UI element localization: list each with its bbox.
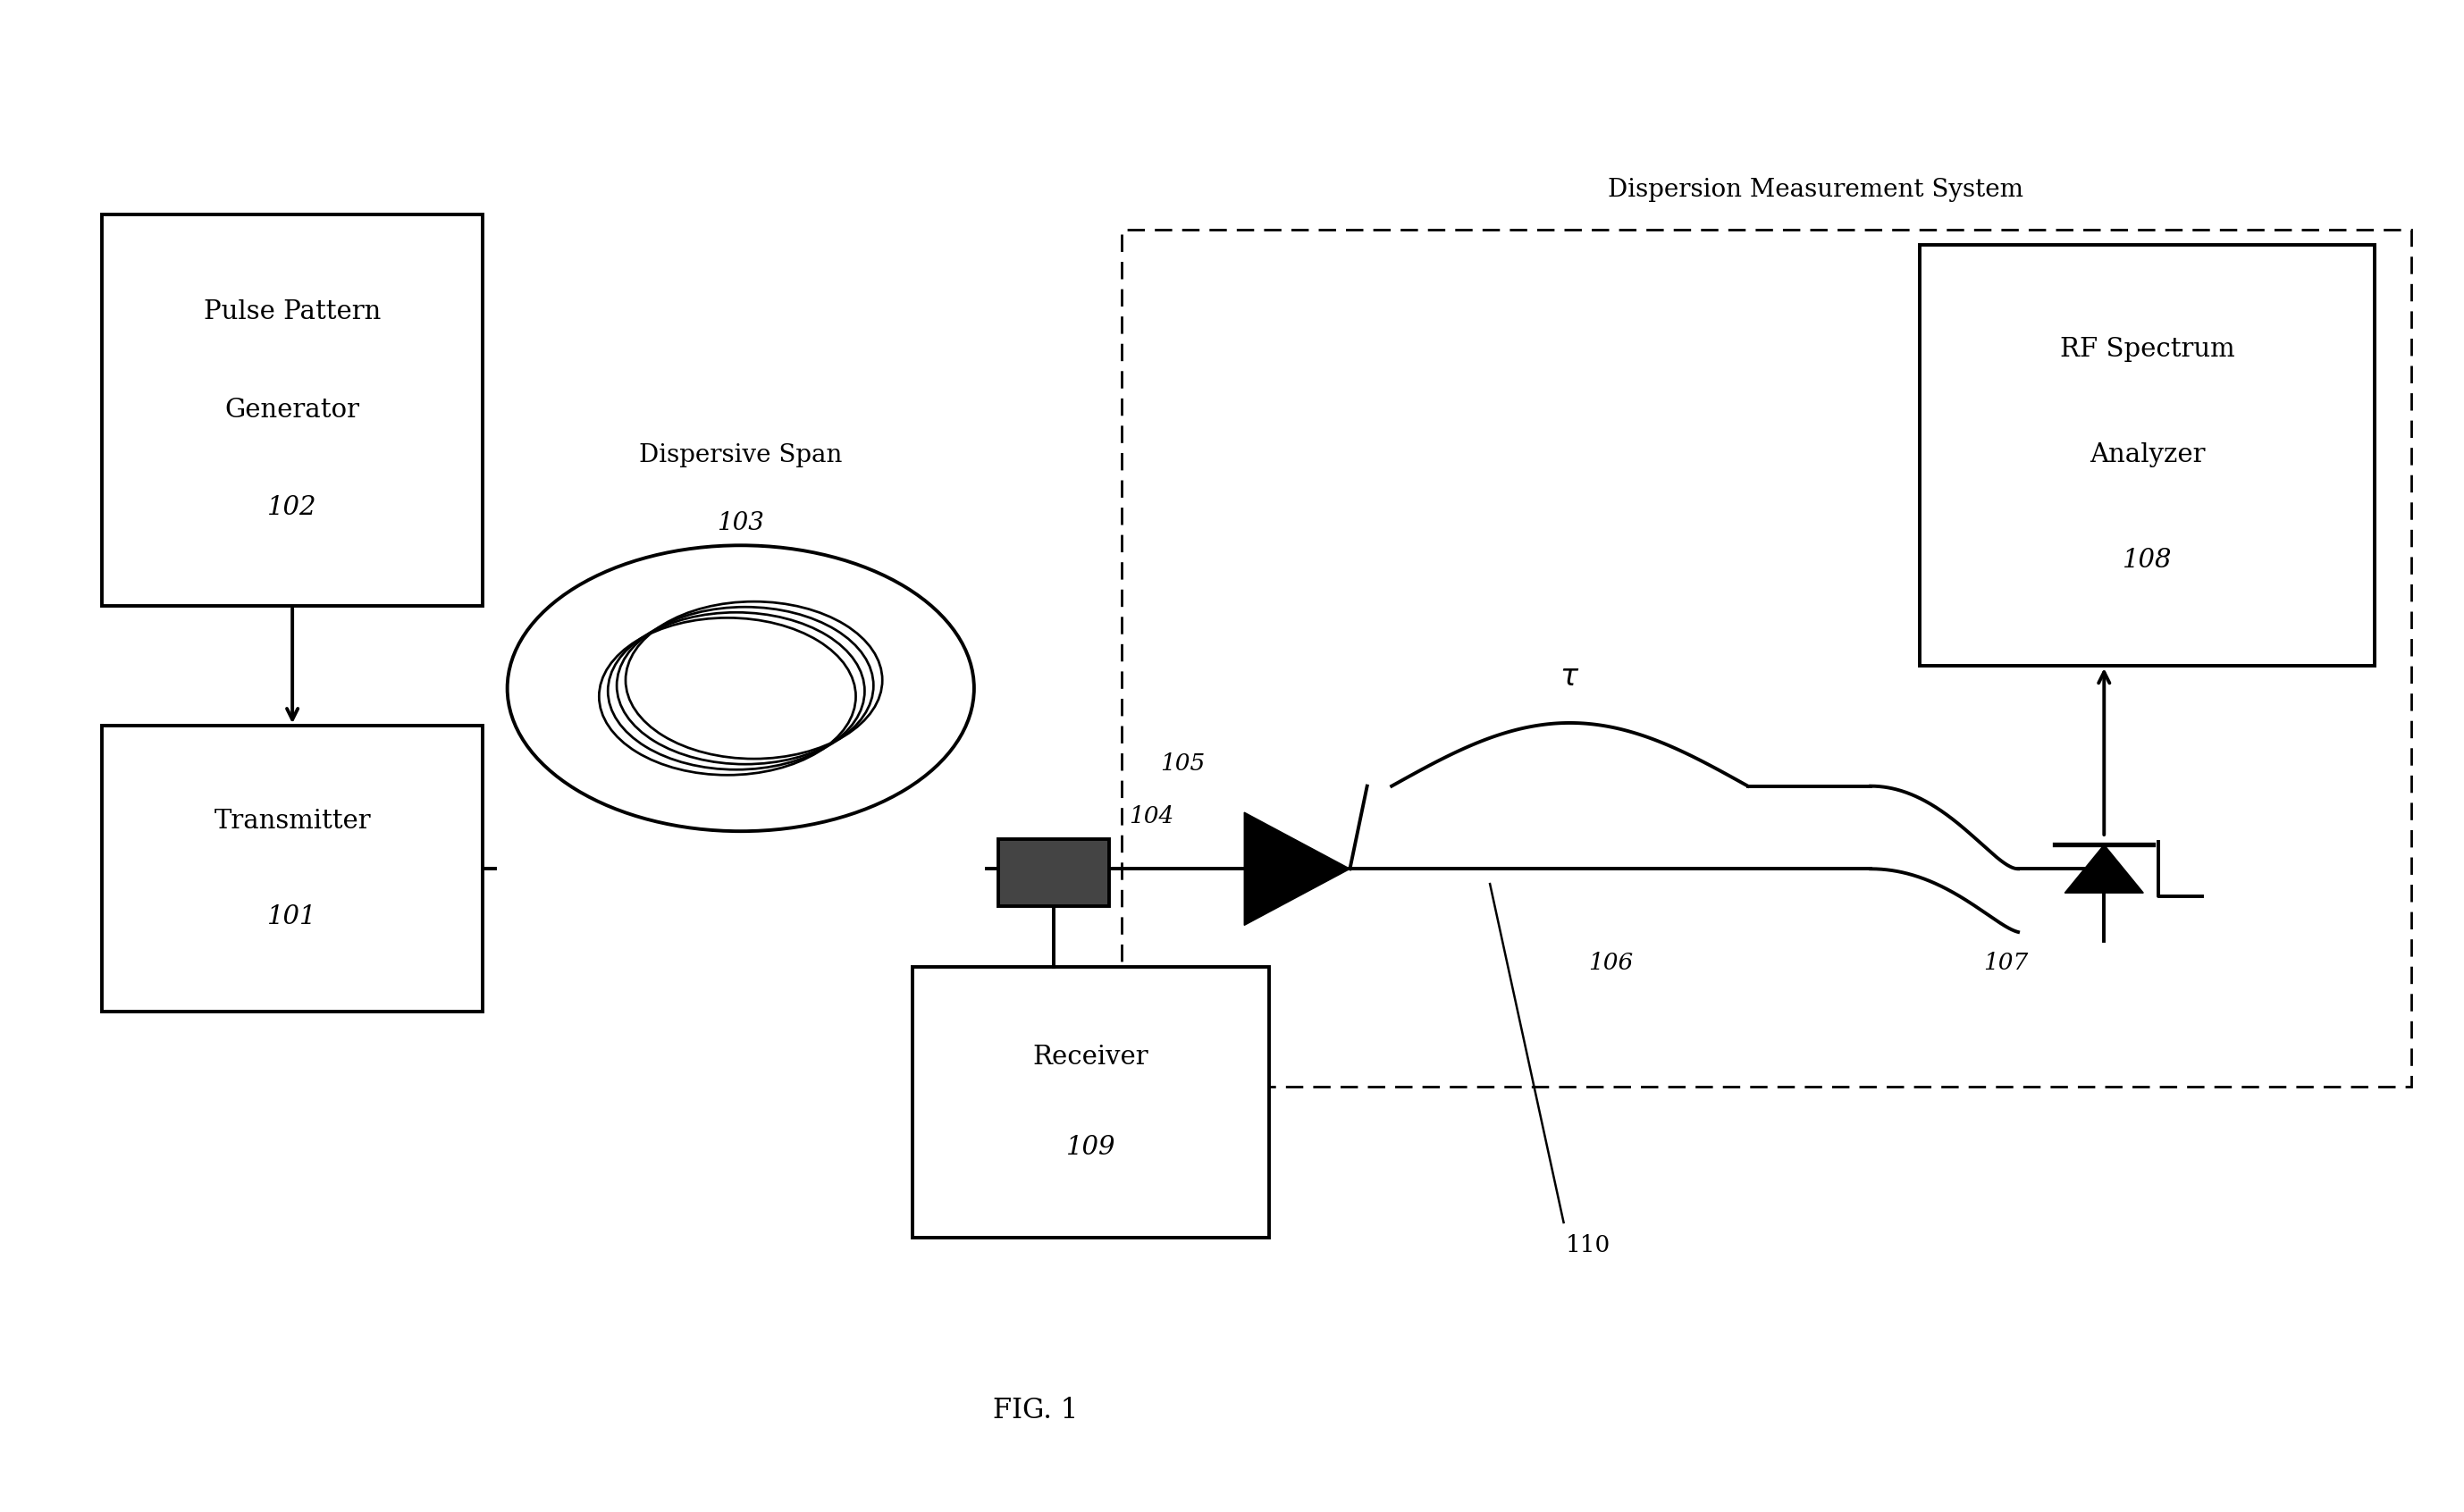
Text: RF Spectrum: RF Spectrum bbox=[2060, 337, 2235, 363]
Text: Dispersive Span: Dispersive Span bbox=[638, 443, 843, 467]
Text: $\tau$: $\tau$ bbox=[1560, 664, 1579, 692]
Text: 107: 107 bbox=[1984, 951, 2028, 974]
Text: 103: 103 bbox=[717, 511, 764, 535]
Bar bbox=[912, 966, 1269, 1237]
Text: Receiver: Receiver bbox=[1032, 1045, 1148, 1069]
Text: Analyzer: Analyzer bbox=[2089, 443, 2205, 467]
Text: Transmitter: Transmitter bbox=[214, 809, 372, 833]
Bar bbox=[101, 726, 483, 1012]
Text: 106: 106 bbox=[1587, 951, 1634, 974]
Bar bbox=[1121, 230, 2412, 1087]
Text: FIG. 1: FIG. 1 bbox=[993, 1397, 1079, 1424]
Text: 104: 104 bbox=[1129, 804, 1173, 827]
Text: 105: 105 bbox=[1161, 753, 1205, 774]
Text: 102: 102 bbox=[269, 496, 318, 520]
Text: 109: 109 bbox=[1067, 1134, 1116, 1160]
Polygon shape bbox=[1244, 812, 1350, 925]
Text: Pulse Pattern: Pulse Pattern bbox=[205, 299, 382, 325]
Text: Generator: Generator bbox=[224, 398, 360, 422]
Polygon shape bbox=[2065, 845, 2144, 894]
Text: 101: 101 bbox=[269, 904, 318, 928]
Bar bbox=[998, 839, 1109, 907]
Text: Dispersion Measurement System: Dispersion Measurement System bbox=[1607, 178, 2023, 203]
Bar bbox=[101, 215, 483, 605]
Text: 110: 110 bbox=[1565, 1234, 1611, 1256]
Bar bbox=[1919, 245, 2375, 665]
Text: 108: 108 bbox=[2122, 547, 2171, 573]
